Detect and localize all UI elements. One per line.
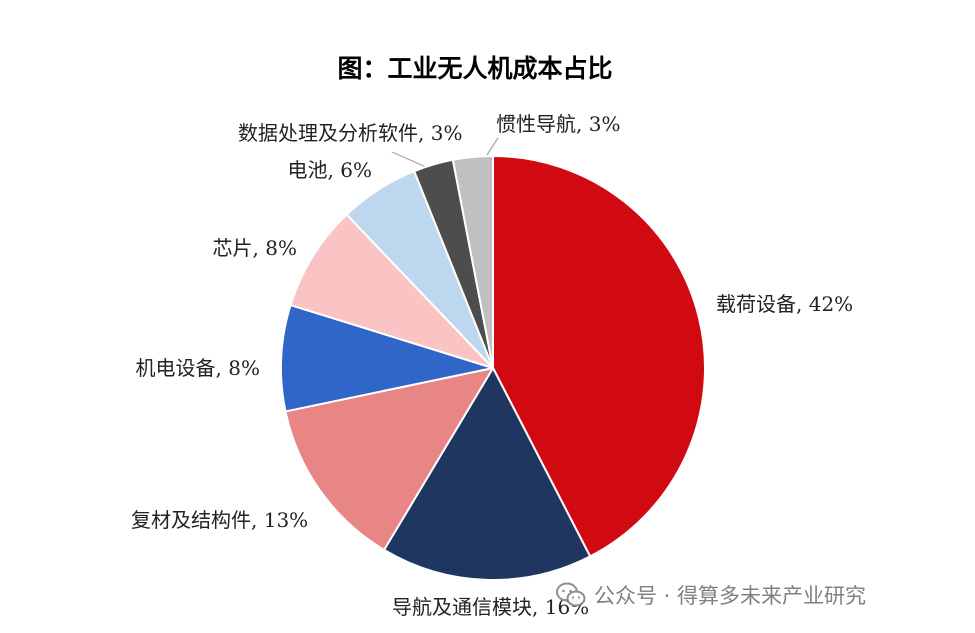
watermark-text: 公众号 · 得算多未来产业研究 [594, 584, 867, 608]
pie-slices [280, 155, 706, 581]
slice-label-1: 载荷设备, 42% [716, 292, 853, 316]
leader-line-8 [484, 137, 499, 159]
slice-label-2: 导航及通信模块, 16% [392, 595, 589, 619]
slice-label-7: 数据处理及分析软件, 3% [238, 121, 462, 145]
slice-label-8: 惯性导航, 3% [496, 112, 620, 136]
pie-slice-4 [280, 304, 494, 413]
slice-label-4: 机电设备, 8% [136, 356, 260, 380]
pie-slice-8 [451, 155, 494, 369]
slice-label-6: 电池, 6% [288, 158, 372, 182]
slice-labels: 载荷设备, 42% 导航及通信模块, 16% 复材及结构件, 13% 机电设备, 8%… [131, 112, 853, 619]
pie-slice-3 [284, 367, 494, 551]
watermark: 公众号 · 得算多未来产业研究 [556, 578, 866, 612]
leader-line-7 [391, 151, 427, 168]
slice-label-5: 芯片, 8% [213, 236, 297, 260]
wechat-icon [556, 582, 586, 607]
pie-slice-1 [492, 155, 706, 558]
chart-title: 图：工业无人机成本占比 [337, 54, 612, 83]
pie-slice-5 [289, 213, 494, 369]
slice-label-3: 复材及结构件, 13% [131, 508, 308, 532]
pie-slice-2 [383, 367, 592, 581]
leader-lines [391, 137, 499, 168]
